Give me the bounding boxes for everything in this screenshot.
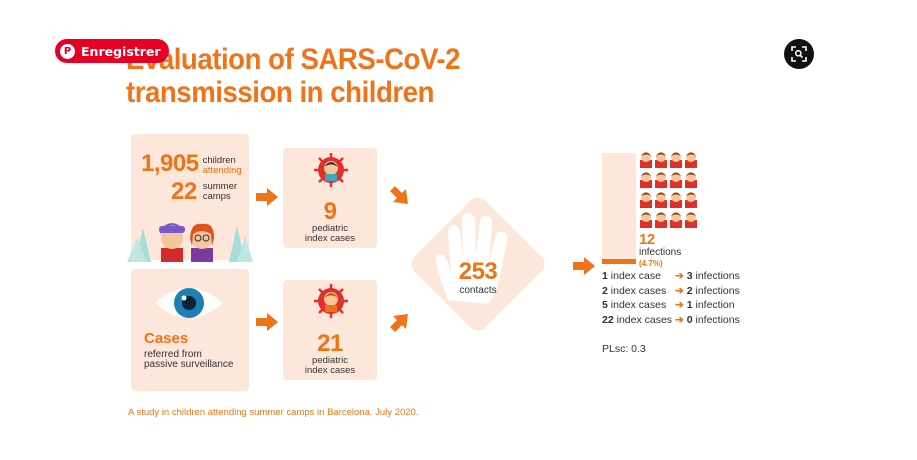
virus-child-icon	[314, 153, 348, 187]
infection-label: infections	[695, 314, 740, 326]
arrow-right-icon	[256, 313, 278, 331]
camps-count: 22	[171, 178, 197, 205]
pediatric-top-label-1: pediatric	[312, 223, 348, 234]
arrow-right-icon: ➔	[675, 299, 684, 311]
breakdown-infections: ➔ 1 infection	[675, 299, 735, 311]
footnote: A study in children attending summer cam…	[128, 407, 419, 418]
infographic-title: Evaluation of SARS-CoV-2 transmission in…	[126, 43, 460, 109]
index-label: index cases	[610, 285, 667, 297]
breakdown-index-cases: 5 index cases	[602, 299, 666, 311]
breakdown-infections: ➔ 2 infections	[675, 285, 740, 297]
index-count: 5	[602, 299, 608, 311]
breakdown-index-cases: 2 index cases	[602, 285, 666, 297]
visual-search-button[interactable]	[784, 39, 814, 69]
arrow-down-right-icon	[390, 186, 408, 204]
infection-label: infections	[695, 285, 740, 297]
camps-label-2: camps	[202, 191, 231, 202]
pediatric-top-panel: 9 pediatric index cases	[283, 148, 377, 248]
save-label: Enregistrer	[81, 43, 161, 59]
eye-icon	[155, 288, 223, 318]
pediatric-top-label-2: index cases	[304, 233, 356, 244]
attending-label: attending	[202, 165, 242, 176]
contacts-count: 253	[458, 258, 498, 285]
infection-label: infections	[695, 270, 740, 282]
children-count: 1,905	[141, 150, 199, 177]
arrow-right-icon: ➔	[675, 285, 684, 297]
arrow-right-icon: ➔	[675, 270, 684, 282]
index-count: 1	[602, 270, 608, 282]
cases-label-1: referred from	[144, 349, 202, 360]
index-count: 22	[602, 314, 614, 326]
pediatric-top-count: 9	[323, 198, 337, 225]
infection-count: 1	[686, 299, 693, 311]
contacts-bar	[602, 153, 636, 262]
breakdown-infections: ➔ 0 infections	[675, 314, 740, 326]
pinterest-save-button[interactable]: P Enregistrer	[55, 39, 169, 63]
contacts-label: contacts	[459, 285, 497, 296]
contacts-diamond	[411, 197, 545, 331]
cases-title: Cases	[144, 330, 189, 347]
infections-bar	[602, 259, 636, 264]
camps-label-1: summer	[202, 181, 238, 192]
infections-percent: (4.7%)	[639, 259, 663, 268]
virus-child-icon	[314, 284, 348, 318]
children-label: children	[202, 155, 236, 166]
hand-icon	[435, 213, 508, 304]
plsc-value: PLsc: 0.3	[602, 343, 646, 355]
pediatric-bottom-count: 21	[317, 330, 343, 357]
pinterest-icon: P	[60, 43, 75, 59]
contacts-group: 253 contacts	[436, 258, 520, 296]
title-line-2: transmission in children	[126, 76, 434, 109]
arrow-right-icon: ➔	[675, 314, 684, 326]
cases-label-2: passive surveillance	[144, 359, 234, 370]
children-camp-illustration	[127, 223, 253, 262]
arrow-right-icon	[256, 188, 278, 206]
pediatric-bottom-label-1: pediatric	[312, 355, 348, 366]
breakdown-index-cases: 22 index cases	[602, 314, 672, 326]
arrow-right-icon	[573, 257, 595, 275]
title-line-1: Evaluation of SARS-CoV-2	[126, 43, 461, 76]
infection-count: 3	[686, 270, 693, 282]
infections-label: infections	[639, 247, 682, 258]
index-label: index cases	[616, 314, 673, 326]
infection-count: 2	[686, 285, 693, 297]
index-label: index cases	[610, 299, 667, 311]
cases-panel: Cases referred from passive surveillance	[131, 269, 249, 391]
infection-count: 0	[686, 314, 693, 326]
infected-children-icon	[640, 152, 697, 228]
breakdown-infections: ➔ 3 infections	[675, 270, 740, 282]
visual-search-icon	[791, 46, 807, 62]
pediatric-bottom-label-2: index cases	[304, 365, 356, 376]
infections-count: 12	[639, 231, 655, 248]
index-label: index case	[610, 270, 661, 282]
index-count: 2	[602, 285, 608, 297]
infection-label: infection	[695, 299, 735, 311]
pediatric-bottom-panel: 21 pediatric index cases	[283, 280, 377, 380]
arrow-up-right-icon	[390, 314, 408, 332]
breakdown-index-cases: 1 index case	[602, 270, 661, 282]
camps-panel: 1,905 children attending 22 summer camps	[127, 134, 253, 262]
